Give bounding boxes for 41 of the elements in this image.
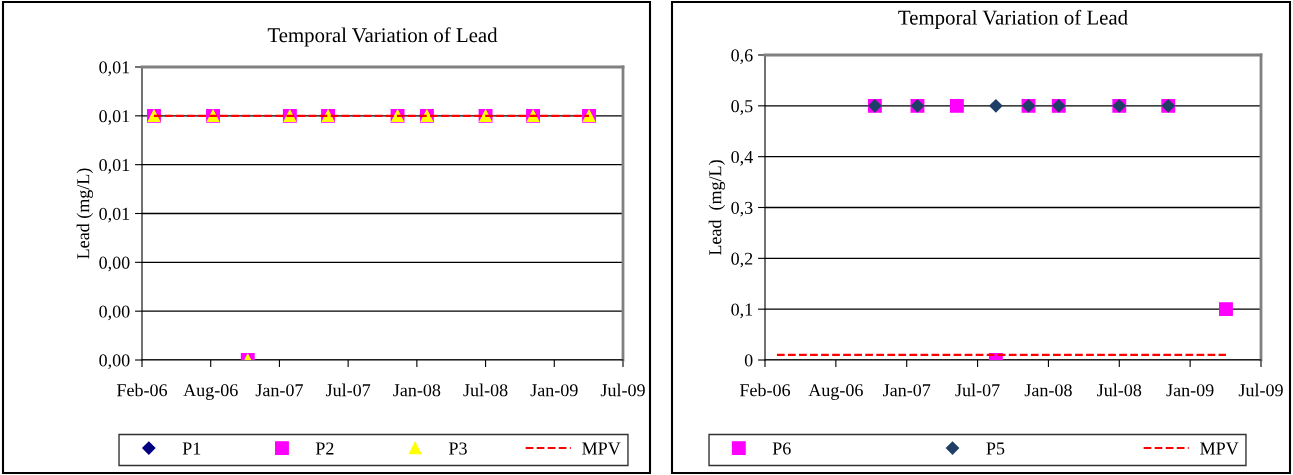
x-tick-label: Jan-08 (1024, 384, 1072, 397)
y-tick-label: 0,01 (99, 158, 130, 174)
chart-title: Temporal Variation of Lead (898, 9, 1128, 29)
y-tick-label: 0,00 (99, 256, 130, 272)
y-tick-label: 0,4 (731, 150, 753, 166)
legend-label: P3 (449, 442, 467, 455)
legend-label: P6 (772, 442, 791, 455)
x-tick-label: Jul-08 (463, 383, 508, 397)
x-tick-label: Aug-06 (183, 384, 238, 400)
x-tick-label: Feb-06 (116, 383, 168, 397)
x-tick-label: Jul-08 (1097, 383, 1142, 397)
y-tick-label: 0,3 (731, 201, 753, 217)
y-axis-title: Lead (mg/L) (76, 168, 94, 259)
x-tick-label: Jul-09 (1238, 383, 1283, 397)
x-tick-label: Jul-07 (325, 383, 371, 397)
y-tick-label: 0 (744, 354, 753, 367)
y-tick-label: 0,01 (99, 61, 130, 77)
legend-label: MPV (582, 442, 621, 455)
legend-label: P5 (986, 442, 1005, 455)
x-tick-label: Aug-06 (808, 384, 863, 400)
y-tick-label: 0,6 (731, 49, 753, 65)
chart-title: Temporal Variation of Lead (267, 27, 498, 47)
y-tick-label: 0,01 (99, 110, 130, 125)
x-tick-label: Jan-07 (883, 384, 931, 397)
legend-label: P2 (315, 442, 334, 455)
y-tick-label: 0,2 (731, 252, 753, 268)
x-tick-label: Jan-08 (393, 384, 441, 397)
x-tick-label: Jul-09 (600, 383, 645, 397)
legend-label: MPV (1200, 442, 1239, 455)
y-tick-label: 0,1 (731, 303, 753, 319)
y-tick-label: 0,00 (99, 305, 130, 321)
legend-label: P1 (182, 442, 201, 455)
x-tick-label: Feb-06 (739, 383, 791, 397)
x-tick-label: Jan-09 (1166, 384, 1214, 397)
y-tick-label: 0,01 (99, 207, 130, 223)
y-tick-label: 0,00 (99, 354, 130, 370)
x-tick-label: Jan-09 (530, 384, 578, 397)
x-tick-label: Jul-07 (955, 383, 1000, 397)
y-axis-title: Lead (mg/L) (708, 160, 726, 256)
x-tick-label: Jan-07 (255, 384, 303, 397)
y-tick-label: 0,5 (731, 100, 753, 115)
